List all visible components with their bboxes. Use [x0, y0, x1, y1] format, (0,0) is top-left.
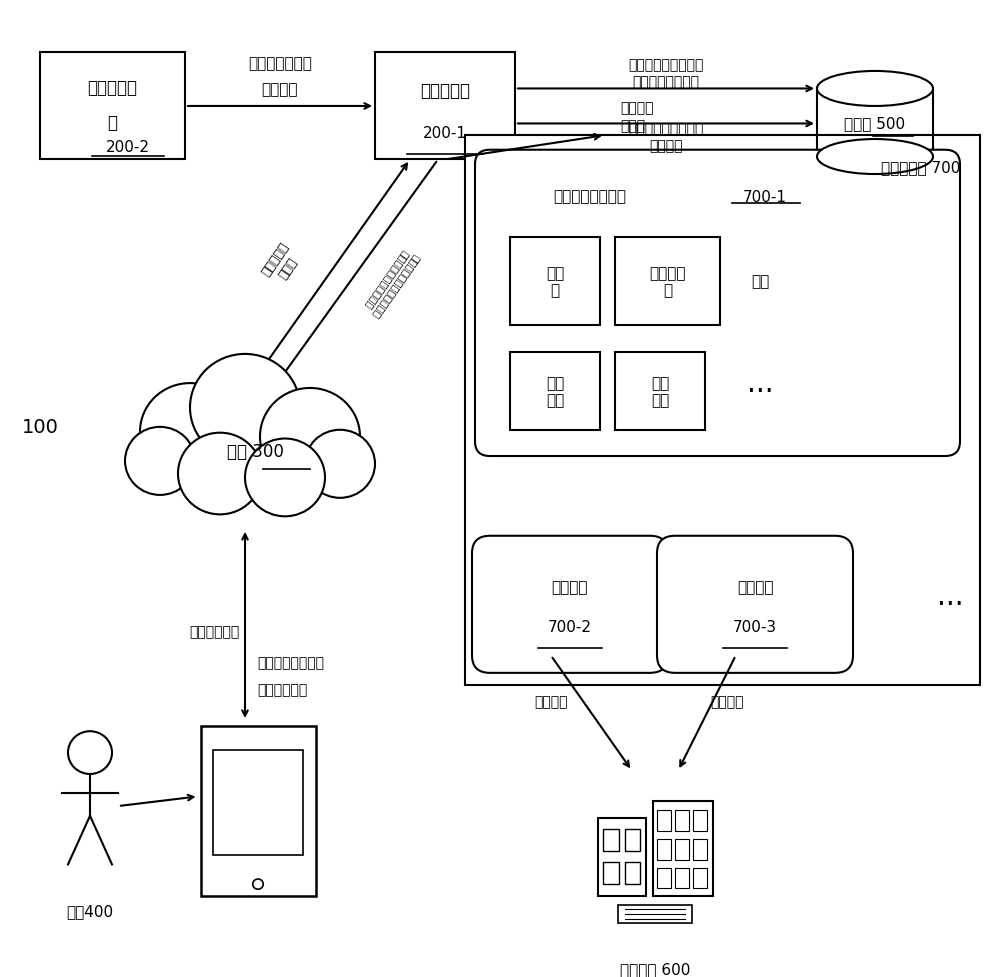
Text: 异常状态: 异常状态	[649, 139, 683, 152]
Circle shape	[68, 732, 112, 774]
FancyBboxPatch shape	[693, 868, 707, 888]
FancyBboxPatch shape	[653, 801, 712, 896]
FancyBboxPatch shape	[472, 536, 668, 673]
FancyBboxPatch shape	[603, 863, 619, 884]
Text: 过滤处于异常状态的内容，
并将筛选结果返回给调调: 过滤处于异常状态的内容， 并将筛选结果返回给调调	[361, 246, 422, 320]
Text: 网络 300: 网络 300	[227, 443, 283, 461]
Ellipse shape	[817, 72, 933, 106]
Text: ···: ···	[747, 377, 773, 405]
FancyBboxPatch shape	[510, 353, 600, 430]
FancyBboxPatch shape	[625, 863, 640, 884]
FancyBboxPatch shape	[40, 54, 185, 160]
Text: 上报异常状
态通知: 上报异常状 态通知	[260, 240, 304, 287]
FancyBboxPatch shape	[615, 238, 720, 325]
FancyBboxPatch shape	[657, 536, 853, 673]
Text: 搜索服务器: 搜索服务器	[420, 82, 470, 100]
Text: 器: 器	[107, 114, 118, 132]
Text: 第三方服务器节点: 第三方服务器节点	[554, 190, 626, 204]
Circle shape	[140, 384, 240, 481]
Text: 共识
功能: 共识 功能	[546, 375, 564, 407]
Text: 账本: 账本	[751, 275, 769, 289]
Text: 700-2: 700-2	[548, 619, 592, 635]
FancyBboxPatch shape	[615, 353, 705, 430]
FancyBboxPatch shape	[657, 811, 671, 831]
Circle shape	[178, 433, 262, 515]
FancyBboxPatch shape	[625, 829, 640, 852]
Ellipse shape	[817, 140, 933, 175]
Text: 700-3: 700-3	[733, 619, 777, 635]
Circle shape	[125, 427, 195, 495]
Text: 推送处于异常状: 推送处于异常状	[248, 56, 312, 70]
Text: 第三方服务: 第三方服务	[88, 78, 138, 97]
Text: ···: ···	[937, 591, 963, 618]
Circle shape	[260, 389, 360, 486]
Text: 关键字匹配的内容: 关键字匹配的内容	[633, 75, 700, 90]
FancyBboxPatch shape	[675, 811, 689, 831]
FancyBboxPatch shape	[200, 726, 316, 896]
FancyBboxPatch shape	[618, 905, 692, 923]
FancyBboxPatch shape	[693, 811, 707, 831]
Text: 终端节点: 终端节点	[737, 580, 773, 595]
FancyBboxPatch shape	[598, 818, 646, 896]
FancyBboxPatch shape	[603, 829, 619, 852]
Text: 登记注册: 登记注册	[535, 695, 568, 708]
Circle shape	[190, 355, 300, 461]
Text: 索引库 500: 索引库 500	[844, 116, 906, 131]
Text: 状态数据
库: 状态数据 库	[649, 266, 686, 298]
FancyBboxPatch shape	[675, 868, 689, 888]
Text: 100: 100	[22, 418, 59, 437]
FancyBboxPatch shape	[475, 150, 960, 456]
Text: 认证中心 600: 认证中心 600	[620, 961, 690, 976]
Circle shape	[253, 879, 263, 889]
FancyBboxPatch shape	[465, 136, 980, 685]
Text: 态的内容: 态的内容	[262, 82, 298, 97]
Text: 区块
链: 区块 链	[546, 266, 564, 298]
Text: 储交易: 储交易	[620, 119, 645, 133]
Text: 在索引中记录内容的: 在索引中记录内容的	[628, 122, 704, 136]
FancyBboxPatch shape	[657, 839, 671, 860]
Circle shape	[305, 430, 375, 498]
FancyBboxPatch shape	[510, 238, 600, 325]
Text: 查询与存: 查询与存	[620, 101, 654, 114]
Text: 排序
功能: 排序 功能	[651, 375, 669, 407]
FancyBboxPatch shape	[675, 839, 689, 860]
Text: 200-1: 200-1	[423, 126, 467, 141]
Circle shape	[245, 439, 325, 517]
Text: 接收响应结果: 接收响应结果	[190, 624, 240, 638]
Text: 终端节点: 终端节点	[552, 580, 588, 595]
FancyBboxPatch shape	[693, 839, 707, 860]
Text: 200-2: 200-2	[106, 140, 150, 155]
Text: 区块链网络 700: 区块链网络 700	[881, 160, 960, 175]
Text: 终端400: 终端400	[66, 904, 114, 918]
Text: 获取与搜索请求中的: 获取与搜索请求中的	[628, 58, 704, 72]
FancyBboxPatch shape	[213, 750, 303, 855]
Text: 上报异常状态通知: 上报异常状态通知	[257, 656, 324, 669]
Text: 登记注册: 登记注册	[710, 695, 744, 708]
FancyBboxPatch shape	[375, 54, 515, 160]
Bar	[817, 89, 933, 157]
Text: 700-1: 700-1	[743, 190, 787, 204]
Text: 发送搜索请求: 发送搜索请求	[257, 683, 307, 697]
FancyBboxPatch shape	[657, 868, 671, 888]
